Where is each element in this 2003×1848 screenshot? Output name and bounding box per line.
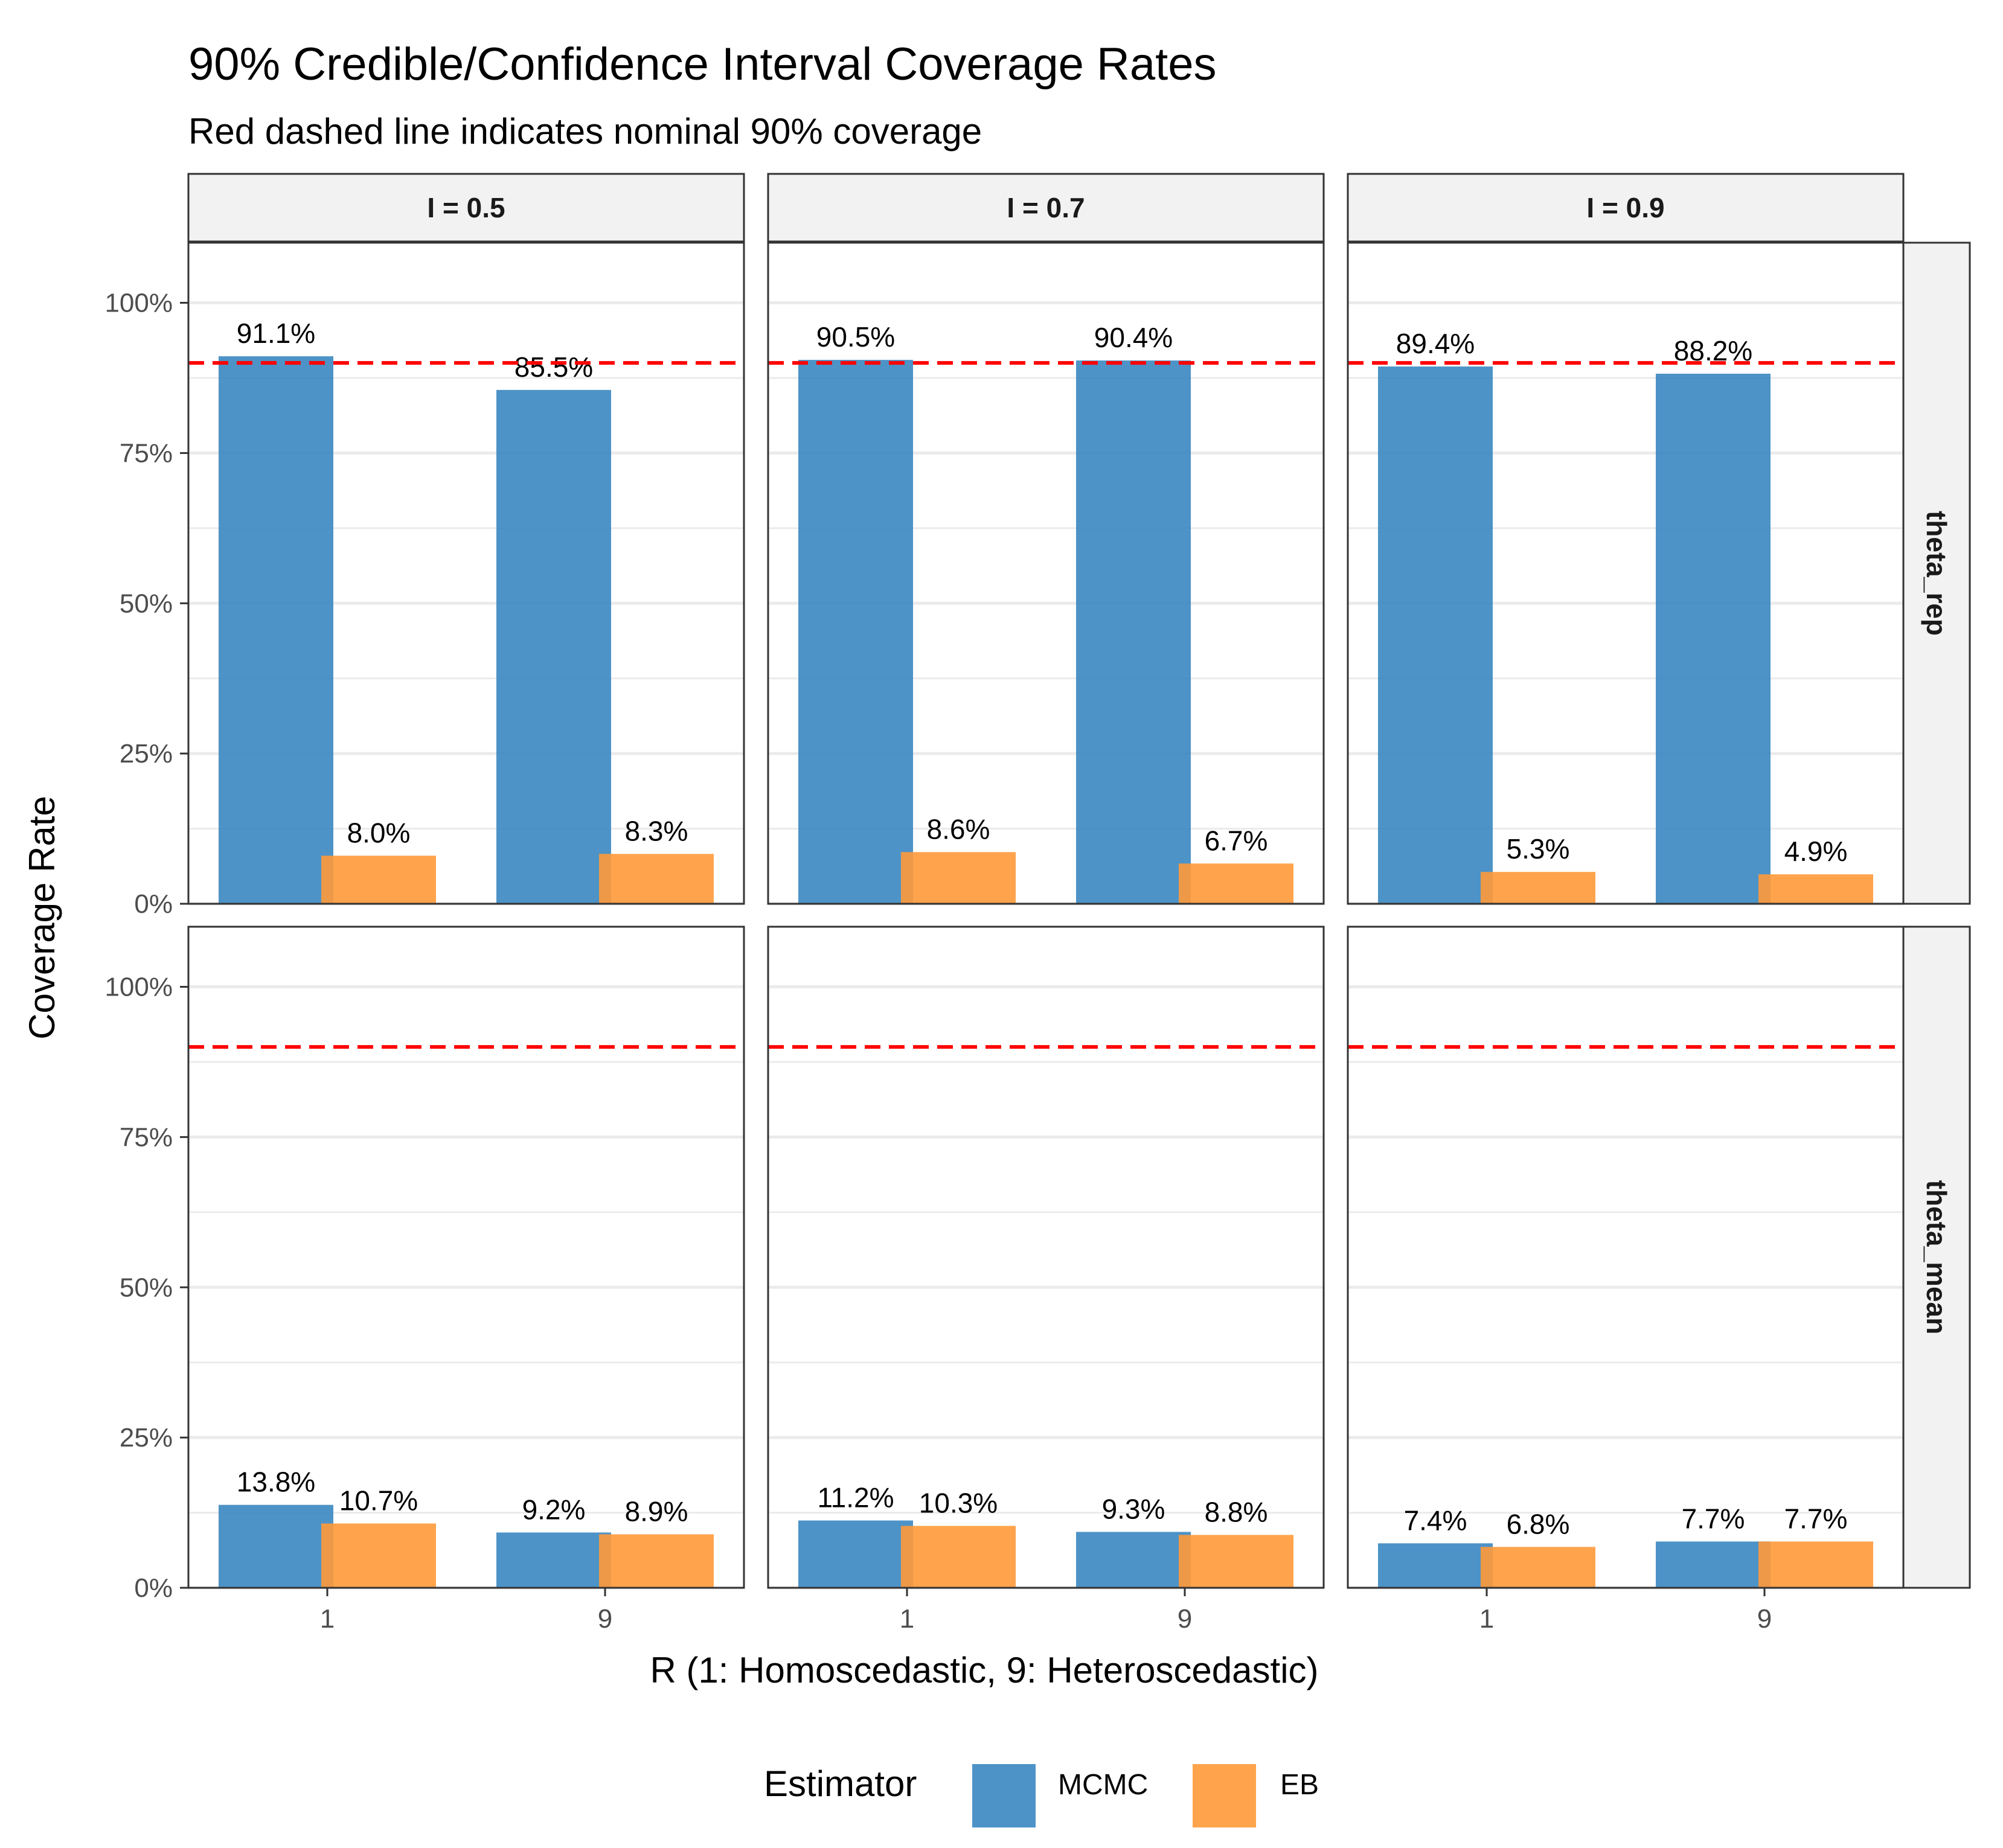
bar-eb-r1 [321,855,436,904]
data-label-eb-r9: 8.3% [625,815,688,846]
data-label-eb-r1: 8.0% [347,817,411,848]
data-label-eb-r1: 8.6% [927,813,990,845]
data-label-mcmc-r9: 90.4% [1094,322,1173,353]
bar-eb-r1 [1481,1547,1595,1588]
data-label-mcmc-r1: 13.8% [237,1466,315,1498]
y-axis-title: Coverage Rate [22,796,62,1040]
bar-eb-r9 [1758,874,1873,904]
data-label-mcmc-r1: 7.4% [1404,1504,1467,1536]
facet-strip-i-0-9 [1347,173,1905,243]
chart-subtitle: Red dashed line indicates nominal 90% co… [188,111,982,152]
bar-eb-r1 [1481,872,1595,904]
data-label-eb-r9: 4.9% [1784,836,1848,867]
data-label-eb-r1: 10.3% [919,1487,998,1518]
bar-eb-r9 [1179,1535,1293,1588]
y-tick-label: 50% [120,1273,173,1302]
legend-label-eb: EB [1280,1769,1319,1801]
bar-mcmc-r9 [1656,1541,1771,1588]
bar-eb-r9 [1758,1541,1873,1588]
y-tick-label: 50% [120,589,173,618]
facet-strip-label-theta-mean: theta_mean [1921,1180,1952,1335]
legend-key-eb [1193,1764,1256,1827]
bar-eb-r9 [599,1534,714,1588]
data-label-eb-r9: 7.7% [1784,1503,1848,1534]
bar-mcmc-r1 [798,1520,913,1588]
data-label-mcmc-r9: 7.7% [1682,1503,1745,1534]
facet-strip-theta-rep [1902,241,1971,905]
data-label-mcmc-r1: 11.2% [817,1482,894,1514]
panel-border-theta-rep-i-0-7 [767,241,1325,905]
bar-eb-r9 [599,854,714,904]
bar-mcmc-r9 [1076,360,1191,904]
panel-border-theta-mean-i-0-9 [1347,926,1905,1589]
x-tick-label: 1 [320,1604,335,1634]
legend-key-mcmc [972,1764,1036,1827]
panel-background-theta-mean-i-0-5 [188,927,744,1588]
facet-panels: I = 0.5 I = 0.7 I = 0.9 theta_rep theta_mean… [104,173,1971,1634]
data-label-mcmc-r1: 90.5% [816,321,895,353]
panel-border-theta-rep-i-0-9 [1347,241,1905,905]
data-label-mcmc-r9: 9.2% [522,1494,586,1525]
facet-strip-label-i-0-9: I = 0.9 [1586,192,1664,223]
data-label-eb-r1: 10.7% [339,1485,418,1516]
panel-border-theta-mean-i-0-7 [767,926,1325,1589]
bar-mcmc-r9 [496,389,611,904]
data-label-mcmc-r9: 85.5% [514,351,593,383]
y-tick-label: 25% [120,739,173,769]
bar-mcmc-r9 [1076,1532,1191,1588]
bar-eb-r1 [901,1526,1016,1588]
panel-background-theta-mean-i-0-9 [1348,927,1903,1588]
y-tick-label: 100% [104,973,173,1002]
bar-mcmc-r1 [1378,366,1493,904]
facet-strip-i-0-7 [767,173,1325,243]
panel-background-theta-mean-i-0-7 [768,927,1324,1588]
bar-mcmc-r9 [496,1532,611,1588]
x-axis-title: R (1: Homoscedastic, 9: Heteroscedastic) [650,1650,1318,1690]
x-tick-label: 1 [1479,1604,1494,1634]
facet-strip-label-theta-rep: theta_rep [1921,511,1952,636]
legend: Estimator MCMC EB [764,1763,1319,1827]
x-tick-label: 9 [1757,1604,1772,1634]
bar-mcmc-r1 [798,360,913,904]
bar-mcmc-r9 [1656,374,1771,904]
data-label-eb-r9: 8.9% [625,1495,688,1527]
y-tick-label: 100% [104,289,173,318]
facet-strip-theta-mean [1902,926,1971,1589]
chart-title: 90% Credible/Confidence Interval Coverag… [188,39,1217,90]
bar-eb-r1 [901,852,1016,904]
facet-strip-label-i-0-7: I = 0.7 [1007,192,1085,223]
data-label-eb-r1: 6.8% [1507,1508,1570,1539]
legend-label-mcmc: MCMC [1058,1769,1148,1801]
bar-mcmc-r1 [219,1504,333,1588]
data-label-mcmc-r1: 89.4% [1396,328,1475,359]
data-label-eb-r9: 8.8% [1205,1496,1268,1527]
bar-mcmc-r1 [1378,1543,1493,1588]
panel-border-theta-rep-i-0-5 [187,241,745,905]
data-label-eb-r9: 6.7% [1205,825,1268,856]
x-tick-label: 1 [900,1604,914,1634]
data-label-mcmc-r9: 9.3% [1102,1493,1165,1524]
bar-eb-r1 [321,1523,436,1588]
y-tick-label: 75% [120,1122,173,1152]
legend-title: Estimator [764,1763,917,1804]
y-tick-label: 0% [134,889,173,919]
y-tick-label: 0% [134,1573,173,1603]
y-tick-label: 25% [120,1423,173,1453]
bar-mcmc-r1 [219,356,333,904]
facet-strip-i-0-5 [187,173,745,243]
bar-eb-r9 [1179,863,1293,904]
panel-border-theta-mean-i-0-5 [187,926,745,1589]
data-label-eb-r1: 5.3% [1507,833,1570,865]
x-tick-label: 9 [1178,1604,1192,1634]
facet-strip-label-i-0-5: I = 0.5 [427,192,505,223]
x-tick-label: 9 [598,1604,612,1634]
data-label-mcmc-r1: 91.1% [237,318,315,349]
y-tick-label: 75% [120,438,173,468]
